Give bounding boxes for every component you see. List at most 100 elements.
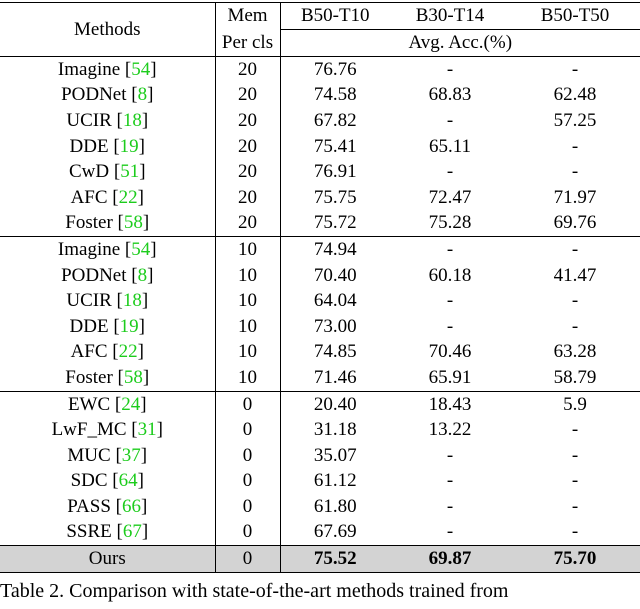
result-cell: - bbox=[446, 238, 454, 260]
result-cell: - bbox=[571, 58, 579, 80]
table-row: UCIR 181064.04-- bbox=[0, 288, 640, 314]
method-cell: DDE 19 bbox=[0, 133, 216, 160]
method-cell: UCIR 18 bbox=[0, 288, 216, 314]
citation-number: 18 bbox=[122, 109, 142, 131]
method-name: AFC bbox=[70, 341, 108, 363]
result-cell: - bbox=[446, 444, 454, 466]
result-cell: 69.87 bbox=[390, 545, 510, 573]
citation-number: 51 bbox=[120, 161, 140, 183]
result-cell: - bbox=[571, 470, 579, 492]
result-cell: 75.28 bbox=[428, 212, 472, 234]
method-name: DDE bbox=[69, 135, 109, 157]
result-cell: 71.97 bbox=[553, 186, 597, 208]
mem-cell: 10 bbox=[215, 262, 281, 289]
citation-number: 24 bbox=[121, 393, 141, 415]
mem-cell: 0 bbox=[215, 468, 281, 495]
mem-cell: 20 bbox=[215, 133, 281, 160]
mem-cell: 20 bbox=[215, 56, 281, 83]
result-cell: - bbox=[571, 238, 579, 260]
result-cell: - bbox=[446, 161, 454, 183]
citation: 19 bbox=[113, 316, 145, 337]
method-name: DDE bbox=[69, 315, 109, 337]
citation: 64 bbox=[112, 470, 144, 491]
result-cell: 35.07 bbox=[313, 444, 357, 466]
result-cell: 75.41 bbox=[313, 135, 357, 157]
table-row: UCIR 182067.82-57.25 bbox=[0, 108, 640, 134]
result-cell: - bbox=[446, 290, 454, 312]
results-table: Methods Mem B50-T10 B30-T14 B50-T50 Per … bbox=[0, 2, 640, 573]
method-cell: Foster 58 bbox=[0, 365, 216, 392]
result-cell: 63.28 bbox=[553, 341, 597, 363]
header-mem: Mem bbox=[215, 2, 281, 30]
header-col: B50-T10 bbox=[300, 5, 370, 26]
result-cell: 62.48 bbox=[553, 84, 597, 106]
result-cell: 69.76 bbox=[553, 212, 597, 234]
method-cell: Imagine 54 bbox=[0, 56, 216, 83]
method-cell: MUC 37 bbox=[0, 442, 216, 469]
citation-number: 22 bbox=[118, 186, 138, 208]
method-name: PODNet bbox=[61, 84, 127, 106]
result-cell: 74.58 bbox=[313, 84, 357, 106]
method-cell: PASS 66 bbox=[0, 494, 216, 520]
result-cell: 75.75 bbox=[313, 186, 357, 208]
result-cell: 20.40 bbox=[313, 393, 357, 415]
citation-number: 19 bbox=[119, 315, 139, 337]
citation: 37 bbox=[115, 445, 147, 466]
mem-cell: 10 bbox=[215, 365, 281, 392]
mem-cell: 0 bbox=[215, 417, 281, 443]
result-cell: - bbox=[446, 495, 454, 517]
header-methods: Methods bbox=[0, 2, 216, 57]
citation-number: 8 bbox=[137, 264, 148, 286]
method-cell: AFC 22 bbox=[0, 339, 216, 366]
method-name: PODNet bbox=[61, 264, 127, 286]
citation: 54 bbox=[125, 59, 157, 80]
method-cell: SDC 64 bbox=[0, 468, 216, 495]
method-cell: AFC 22 bbox=[0, 184, 216, 211]
result-cell: 72.47 bbox=[428, 186, 472, 208]
result-cell: - bbox=[571, 495, 579, 517]
result-cell: 57.25 bbox=[553, 109, 597, 131]
citation-number: 8 bbox=[137, 84, 148, 106]
table-row: SSRE 67067.69-- bbox=[0, 519, 640, 546]
table-row: Ours 0 75.52 69.87 75.70 bbox=[0, 545, 640, 573]
mem-cell: 10 bbox=[215, 339, 281, 366]
method-cell: Imagine 54 bbox=[0, 236, 216, 263]
result-cell: 31.18 bbox=[313, 419, 357, 441]
mem-cell: 20 bbox=[215, 184, 281, 211]
citation: 18 bbox=[117, 290, 149, 311]
citation: 22 bbox=[112, 187, 144, 208]
citation: 18 bbox=[117, 110, 149, 131]
citation: 8 bbox=[131, 265, 153, 286]
method-cell: LwF_MC 31 bbox=[0, 417, 216, 443]
result-cell: 68.83 bbox=[428, 84, 472, 106]
result-cell: 67.69 bbox=[313, 521, 357, 543]
citation: 67 bbox=[117, 521, 149, 542]
result-cell: 70.46 bbox=[428, 341, 472, 363]
result-cell: 71.46 bbox=[313, 366, 357, 388]
method-cell: SSRE 67 bbox=[0, 519, 216, 546]
citation: 19 bbox=[113, 136, 145, 157]
result-cell: 76.91 bbox=[313, 161, 357, 183]
mem-cell: 0 bbox=[215, 391, 281, 418]
citation: 24 bbox=[115, 394, 147, 415]
mem-cell: 10 bbox=[215, 313, 281, 340]
citation-number: 22 bbox=[118, 341, 138, 363]
header-metric: Avg. Acc.(%) bbox=[280, 29, 640, 57]
method-cell: UCIR 18 bbox=[0, 108, 216, 134]
citation-number: 58 bbox=[123, 366, 143, 388]
result-cell: - bbox=[446, 58, 454, 80]
result-cell: 75.52 bbox=[280, 545, 390, 573]
method-cell: EWC 24 bbox=[0, 391, 216, 418]
method-name: EWC bbox=[67, 393, 111, 415]
citation-number: 54 bbox=[131, 238, 151, 260]
method-name: Foster bbox=[65, 212, 113, 234]
method-name: UCIR bbox=[66, 290, 112, 312]
result-cell: 18.43 bbox=[428, 393, 472, 415]
result-cell: - bbox=[571, 135, 579, 157]
citation-number: 19 bbox=[119, 135, 139, 157]
